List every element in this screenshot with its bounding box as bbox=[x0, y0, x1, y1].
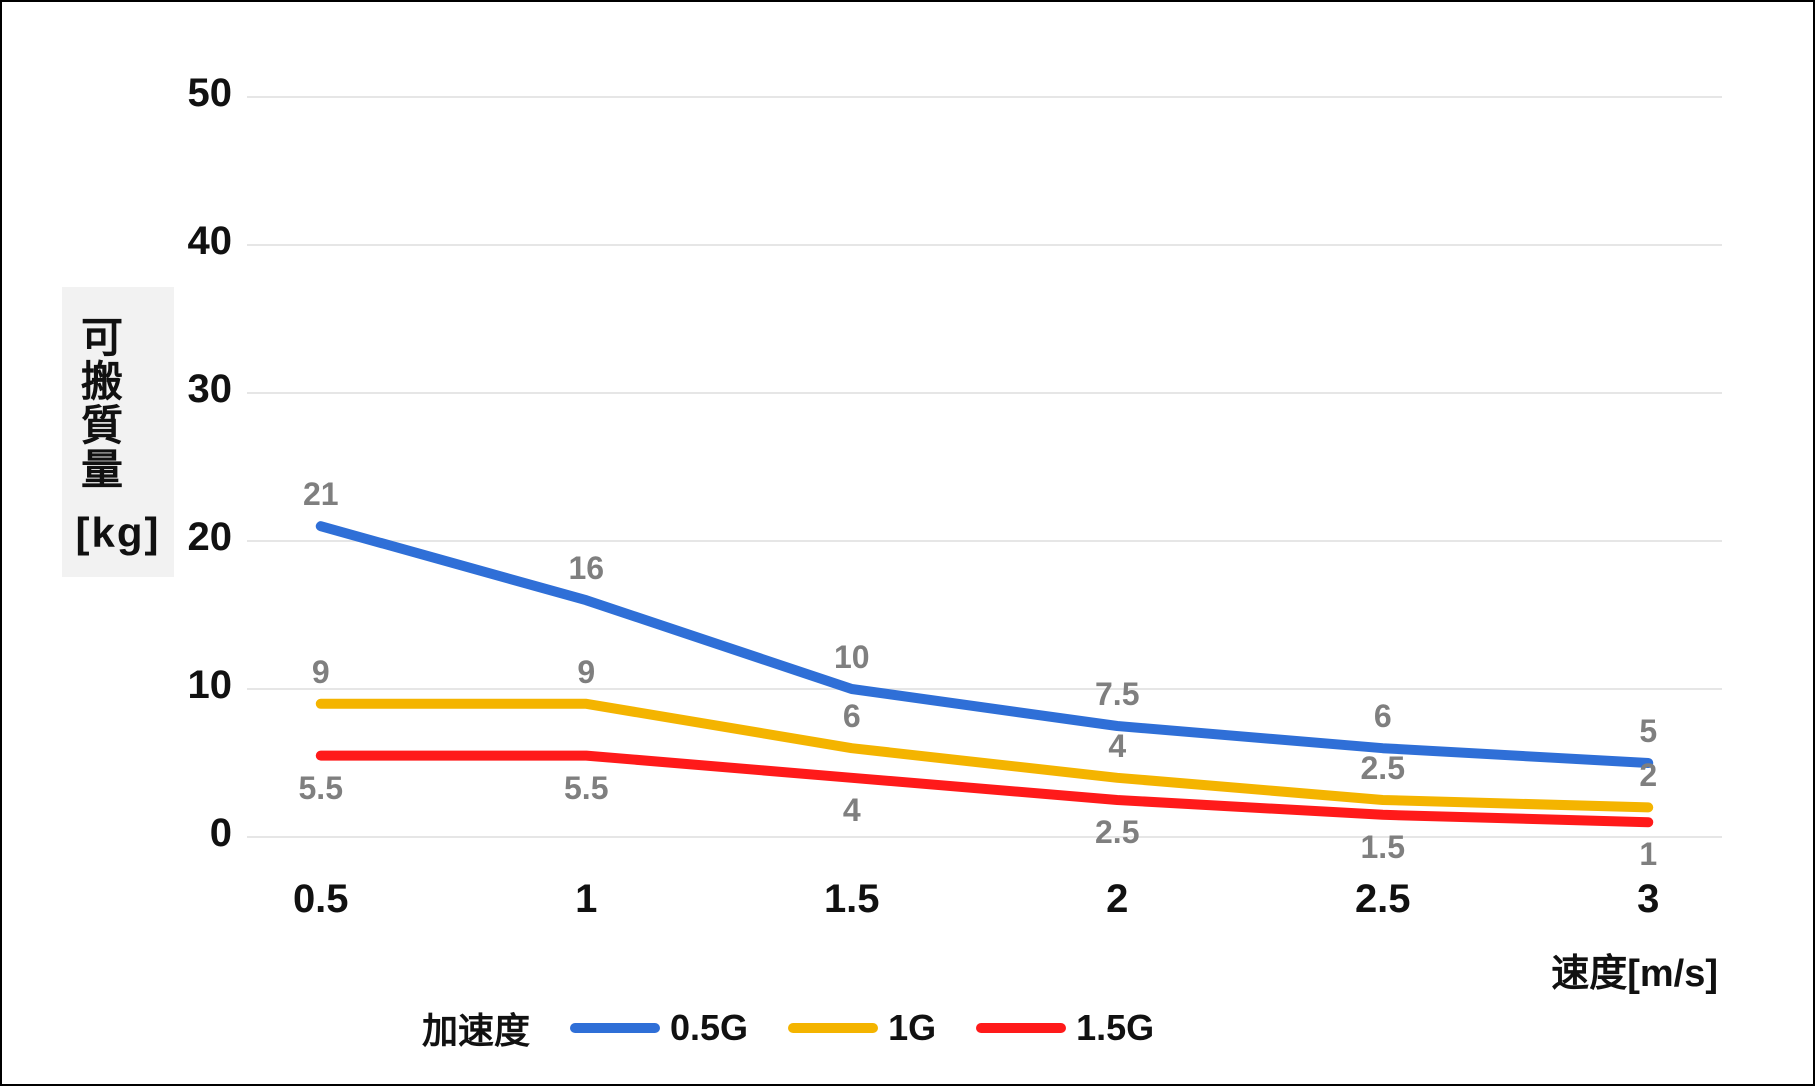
legend: 加速度 0.5G 1G 1.5G bbox=[422, 1002, 1154, 1054]
legend-swatch bbox=[788, 1023, 878, 1033]
legend-item-1G: 1G bbox=[788, 1007, 936, 1049]
data-label: 1.5 bbox=[1338, 829, 1428, 866]
data-label: 5.5 bbox=[541, 770, 631, 807]
series-line-0.5G bbox=[321, 526, 1649, 763]
legend-item-0.5G: 0.5G bbox=[570, 1007, 748, 1049]
chart-frame: 可搬質量 [kg] 010203040500.511.522.532116107… bbox=[0, 0, 1815, 1086]
data-label: 5.5 bbox=[276, 770, 366, 807]
legend-label: 1.5G bbox=[1076, 1007, 1154, 1049]
data-label: 10 bbox=[807, 639, 897, 676]
data-label: 2 bbox=[1603, 757, 1693, 794]
data-label: 7.5 bbox=[1072, 676, 1162, 713]
data-label: 4 bbox=[807, 792, 897, 829]
legend-swatch bbox=[976, 1023, 1066, 1033]
data-label: 2.5 bbox=[1338, 750, 1428, 787]
legend-item-1.5G: 1.5G bbox=[976, 1007, 1154, 1049]
data-label: 16 bbox=[541, 550, 631, 587]
chart-lines bbox=[2, 2, 1815, 1088]
data-label: 9 bbox=[276, 654, 366, 691]
data-label: 6 bbox=[807, 698, 897, 735]
legend-label: 0.5G bbox=[670, 1007, 748, 1049]
data-label: 5 bbox=[1603, 713, 1693, 750]
data-label: 6 bbox=[1338, 698, 1428, 735]
data-label: 2.5 bbox=[1072, 814, 1162, 851]
legend-label: 1G bbox=[888, 1007, 936, 1049]
x-axis-title: 速度[m/s] bbox=[1551, 942, 1718, 997]
data-label: 4 bbox=[1072, 728, 1162, 765]
legend-items: 0.5G 1G 1.5G bbox=[570, 1007, 1154, 1049]
data-label: 1 bbox=[1603, 836, 1693, 873]
legend-swatch bbox=[570, 1023, 660, 1033]
legend-title: 加速度 bbox=[422, 1002, 530, 1054]
data-label: 9 bbox=[541, 654, 631, 691]
data-label: 21 bbox=[276, 476, 366, 513]
